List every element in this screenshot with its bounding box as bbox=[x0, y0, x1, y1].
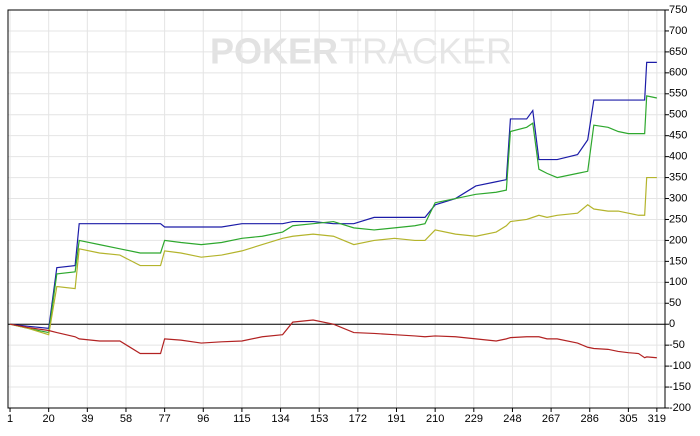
x-tick-label: 229 bbox=[465, 413, 483, 425]
y-tick-label: 350 bbox=[669, 171, 687, 183]
x-tick-label: 58 bbox=[120, 413, 132, 425]
x-tick-label: 134 bbox=[271, 413, 289, 425]
y-tick-label: 400 bbox=[669, 151, 687, 163]
x-tick-label: 210 bbox=[426, 413, 444, 425]
x-tick-label: 96 bbox=[197, 413, 209, 425]
plot-frame bbox=[7, 9, 666, 409]
y-tick-label: 700 bbox=[669, 25, 687, 37]
x-tick-label: 115 bbox=[233, 413, 251, 425]
y-tick-label: 500 bbox=[669, 109, 687, 121]
y-tick-label: 250 bbox=[669, 213, 687, 225]
x-tick-label: 286 bbox=[581, 413, 599, 425]
y-tick-label: 100 bbox=[669, 276, 687, 288]
y-tick-label: 750 bbox=[669, 4, 687, 16]
y-tick-label: 600 bbox=[669, 67, 687, 79]
x-tick-label: 77 bbox=[158, 413, 170, 425]
x-tick-label: 153 bbox=[310, 413, 328, 425]
y-tick-label: -100 bbox=[669, 360, 691, 372]
series-line bbox=[9, 95, 657, 334]
x-tick-label: 305 bbox=[619, 413, 637, 425]
y-tick-label: -200 bbox=[669, 402, 691, 414]
y-tick-label: 50 bbox=[669, 297, 681, 309]
x-tick-label: 1 bbox=[7, 413, 13, 425]
x-tick-label: 191 bbox=[387, 413, 405, 425]
series-line bbox=[9, 61, 657, 330]
y-tick-label: 650 bbox=[669, 46, 687, 58]
x-tick-label: 248 bbox=[503, 413, 521, 425]
y-tick-label: 0 bbox=[669, 318, 675, 330]
watermark: TRACKER bbox=[340, 31, 512, 72]
x-tick-label: 319 bbox=[648, 413, 666, 425]
y-tick-label: 150 bbox=[669, 255, 687, 267]
watermark: POKER bbox=[210, 31, 338, 72]
y-tick-label: -50 bbox=[669, 339, 685, 351]
series-line bbox=[9, 176, 657, 336]
x-tick-label: 267 bbox=[542, 413, 560, 425]
y-tick-label: 300 bbox=[669, 192, 687, 204]
y-tick-label: 200 bbox=[669, 234, 687, 246]
x-tick-label: 20 bbox=[43, 413, 55, 425]
series-line bbox=[9, 319, 657, 359]
x-tick-label: 172 bbox=[349, 413, 367, 425]
y-tick-label: -150 bbox=[669, 381, 691, 393]
y-tick-label: 450 bbox=[669, 130, 687, 142]
y-tick-label: 550 bbox=[669, 88, 687, 100]
x-tick-label: 39 bbox=[81, 413, 93, 425]
